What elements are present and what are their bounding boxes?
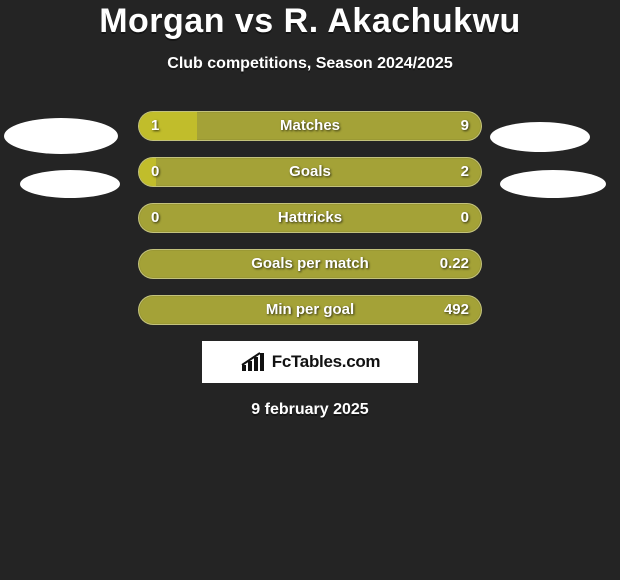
stat-row: 0 Hattricks 0 [138,203,482,233]
stat-label: Hattricks [139,204,481,234]
stat-fill-left [139,112,197,140]
right-badge-1 [490,122,590,152]
stat-value-right: 9 [461,112,469,142]
subtitle: Club competitions, Season 2024/2025 [0,55,620,73]
stat-value-left: 0 [151,158,159,188]
page-title: Morgan vs R. Akachukwu [0,2,620,41]
stat-value-right: 492 [444,296,469,326]
stat-label: Goals per match [139,250,481,280]
left-badge-2 [20,170,120,198]
bars-icon [240,351,266,373]
stat-value-right: 2 [461,158,469,188]
brand-badge: FcTables.com [202,341,418,383]
stat-row: 0 Goals 2 [138,157,482,187]
stat-value-left: 1 [151,112,159,142]
left-badge-1 [4,118,118,154]
stat-label: Min per goal [139,296,481,326]
stat-value-left: 0 [151,204,159,234]
stat-value-right: 0.22 [440,250,469,280]
comparison-card: Morgan vs R. Akachukwu Club competitions… [0,0,620,580]
stat-label: Goals [139,158,481,188]
stat-row: Goals per match 0.22 [138,249,482,279]
stat-value-right: 0 [461,204,469,234]
stats-list: 1 Matches 9 0 Goals 2 0 Hattricks 0 Goal… [138,111,482,325]
stat-row: Min per goal 492 [138,295,482,325]
date-label: 9 february 2025 [0,401,620,419]
stat-row: 1 Matches 9 [138,111,482,141]
brand-text: FcTables.com [272,352,381,372]
right-badge-2 [500,170,606,198]
